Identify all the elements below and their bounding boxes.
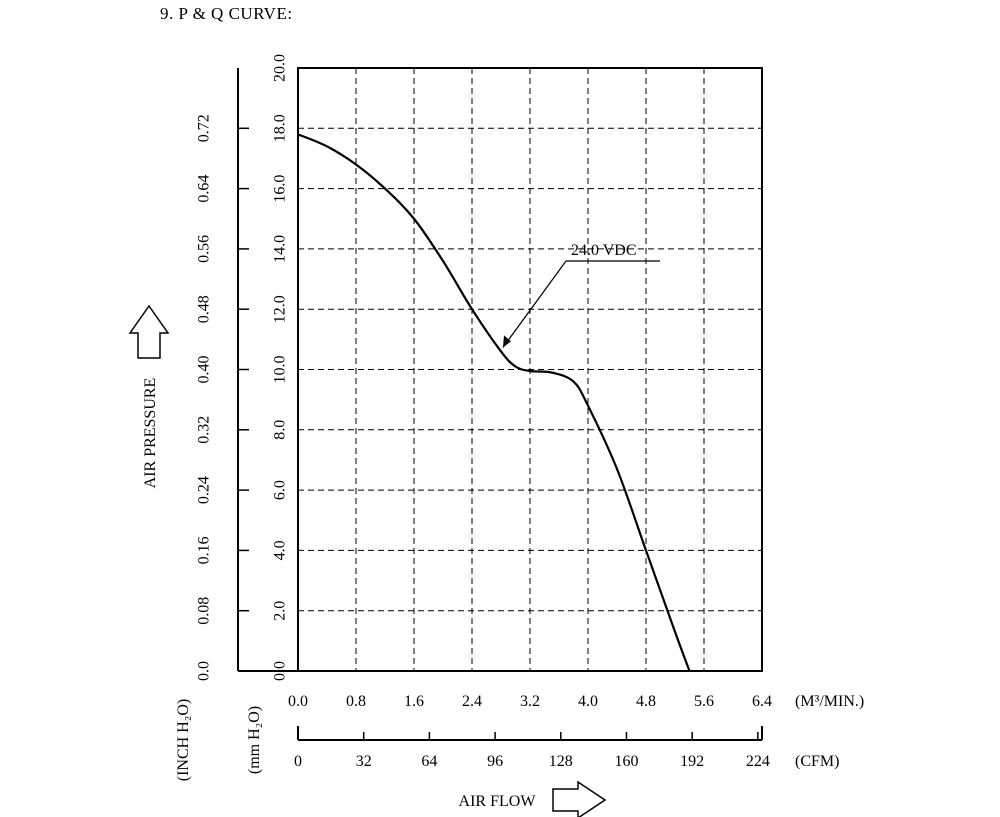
x-tick-label-cfm: 224 [746, 753, 770, 770]
x-tick-label-cfm: 192 [680, 753, 704, 770]
x-tick-label-m3min: 0.0 [288, 693, 308, 710]
y-tick-label-mmh2o: 14.0 [272, 235, 289, 263]
series-layer [297, 133, 691, 672]
x-axis-title: AIR FLOW [459, 793, 537, 810]
series-line-0 [297, 133, 691, 672]
y-tick-label-mmh2o: 8.0 [272, 420, 289, 440]
up-arrow-icon [128, 304, 170, 359]
x-tick-label-cfm: 0 [294, 753, 302, 770]
y-unit-secondary: (INCH H₂O) [175, 699, 192, 781]
y-axis-title: AIR PRESSURE [142, 378, 159, 489]
y-tick-label-mmh2o: 20.0 [272, 54, 289, 82]
x-tick-label-cfm: 64 [421, 753, 437, 770]
right-arrow-icon [552, 780, 607, 817]
y-tick-label-inchh2o: 0.16 [196, 536, 213, 564]
leader-arrowhead [503, 335, 511, 348]
x-unit-primary: (M³/MIN.) [795, 693, 864, 710]
y-unit-primary: (mm H₂O) [246, 706, 263, 774]
x-tick-label-m3min: 0.8 [346, 693, 366, 710]
y-tick-label-mmh2o: 6.0 [272, 480, 289, 500]
x-tick-label-m3min: 4.0 [578, 693, 598, 710]
y-tick-label-mmh2o: 10.0 [272, 356, 289, 384]
y-tick-label-inchh2o: 0.48 [196, 295, 213, 323]
y-tick-label-inchh2o: 0.40 [196, 356, 213, 384]
y-tick-label-inchh2o: 0.08 [196, 597, 213, 625]
y-tick-label-mmh2o: 4.0 [272, 540, 289, 560]
x-tick-label-cfm: 32 [356, 753, 372, 770]
y-tick-label-mmh2o: 18.0 [272, 114, 289, 142]
x-tick-label-m3min: 5.6 [694, 693, 714, 710]
page-heading: 9. P & Q CURVE: [160, 4, 293, 23]
x-tick-label-m3min: 4.8 [636, 693, 656, 710]
x-tick-label-m3min: 2.4 [462, 693, 482, 710]
y-tick-label-inchh2o: 0.72 [196, 114, 213, 142]
y-tick-label-mmh2o: 0.0 [272, 661, 289, 681]
y-tick-label-inchh2o: 0.24 [196, 476, 213, 504]
x-unit-secondary: (CFM) [795, 753, 839, 770]
series-label-leader [502, 260, 567, 348]
series-label: 24.0 VDC [571, 242, 637, 259]
x-tick-label-cfm: 128 [549, 753, 573, 770]
axes-layer [128, 68, 763, 817]
y-tick-label-inchh2o: 0.0 [196, 661, 213, 681]
x-tick-label-cfm: 96 [487, 753, 503, 770]
y-tick-label-mmh2o: 16.0 [272, 175, 289, 203]
x-tick-label-m3min: 1.6 [404, 693, 424, 710]
grid-layer [298, 68, 762, 671]
y-tick-label-inchh2o: 0.32 [196, 416, 213, 444]
label-layer: 0.0 0.8 1.6 2.4 3.2 4.0 4.8 5.6 6.4 0.0 2.0 4.0 6.0 8… [142, 54, 864, 810]
y-tick-label-inchh2o: 0.56 [196, 235, 213, 263]
x-tick-label-m3min: 6.4 [752, 693, 772, 710]
x-tick-label-m3min: 3.2 [520, 693, 540, 710]
y-tick-label-inchh2o: 0.64 [196, 175, 213, 203]
y-tick-label-mmh2o: 12.0 [272, 295, 289, 323]
x-tick-label-cfm: 160 [614, 753, 638, 770]
y-tick-label-mmh2o: 2.0 [272, 601, 289, 621]
